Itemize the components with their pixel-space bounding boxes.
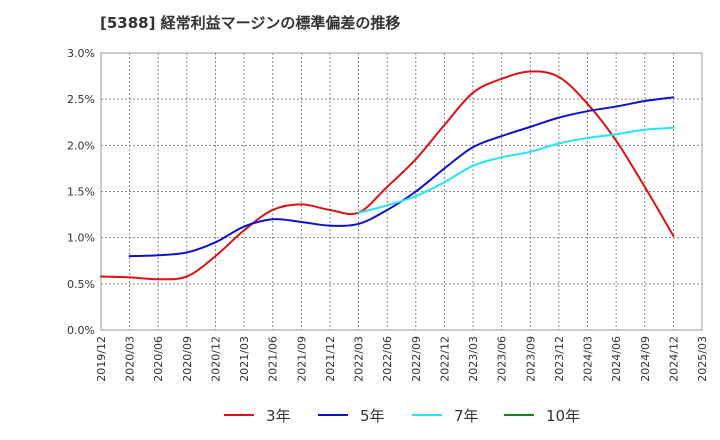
x-tick-label: 2023/12 bbox=[553, 336, 566, 382]
legend-swatch-7y bbox=[412, 414, 442, 416]
x-tick-label: 2021/12 bbox=[324, 336, 337, 382]
x-tick-label: 2021/03 bbox=[238, 336, 251, 382]
x-tick-label: 2020/09 bbox=[181, 336, 194, 382]
y-tick-label: 2.0% bbox=[67, 139, 95, 152]
legend-item-7y: 7年 bbox=[412, 403, 479, 427]
legend-label-3y: 3年 bbox=[266, 406, 291, 425]
grid bbox=[101, 53, 702, 330]
x-tick-label: 2022/06 bbox=[381, 336, 394, 382]
line-chart: 0.0% 0.5% 1.0% 1.5% 2.0% 2.5% 3.0% 2019/12 2020… bbox=[67, 47, 709, 382]
chart-title: [5388] 経常利益マージンの標準偏差の推移 bbox=[100, 14, 401, 32]
x-tick-label: 2025/03 bbox=[696, 336, 709, 382]
x-tick-label: 2022/09 bbox=[410, 336, 423, 382]
legend-item-3y: 3年 bbox=[224, 403, 291, 427]
x-axis-ticks: 2019/12 2020/03 2020/06 2020/09 2020/12 2021/… bbox=[95, 336, 709, 382]
x-tick-label: 2021/09 bbox=[295, 336, 308, 382]
x-tick-label: 2024/09 bbox=[639, 336, 652, 382]
x-tick-label: 2024/06 bbox=[610, 336, 623, 382]
y-tick-label: 1.5% bbox=[67, 186, 95, 199]
y-axis-ticks: 0.0% 0.5% 1.0% 1.5% 2.0% 2.5% 3.0% bbox=[67, 47, 95, 337]
legend-label-5y: 5年 bbox=[360, 406, 385, 425]
x-tick-label: 2023/06 bbox=[496, 336, 509, 382]
y-tick-label: 3.0% bbox=[67, 47, 95, 60]
x-tick-label: 2024/03 bbox=[582, 336, 595, 382]
y-tick-label: 0.0% bbox=[67, 324, 95, 337]
y-tick-label: 0.5% bbox=[67, 278, 95, 291]
legend-swatch-10y bbox=[504, 414, 534, 416]
legend-item-10y: 10年 bbox=[504, 403, 580, 427]
series-line-2 bbox=[357, 126, 675, 214]
legend: 3年 5年 7年 10年 bbox=[0, 403, 720, 427]
x-tick-label: 2020/12 bbox=[209, 336, 222, 382]
plot-area bbox=[100, 52, 703, 331]
x-tick-label: 2022/12 bbox=[438, 336, 451, 382]
legend-label-10y: 10年 bbox=[546, 406, 581, 425]
x-tick-label: 2022/03 bbox=[353, 336, 366, 382]
legend-swatch-5y bbox=[318, 414, 348, 416]
x-tick-label: 2020/03 bbox=[124, 336, 137, 382]
y-tick-label: 2.5% bbox=[67, 93, 95, 106]
x-tick-label: 2023/03 bbox=[467, 336, 480, 382]
x-tick-label: 2019/12 bbox=[95, 336, 108, 382]
series-line-1 bbox=[128, 96, 675, 258]
x-tick-label: 2024/12 bbox=[667, 336, 680, 382]
legend-label-7y: 7年 bbox=[454, 406, 479, 425]
x-tick-label: 2021/06 bbox=[267, 336, 280, 382]
x-tick-label: 2020/06 bbox=[152, 336, 165, 382]
legend-swatch-3y bbox=[224, 414, 254, 416]
series bbox=[100, 70, 675, 281]
legend-item-5y: 5年 bbox=[318, 403, 385, 427]
x-tick-label: 2023/09 bbox=[524, 336, 537, 382]
y-tick-label: 1.0% bbox=[67, 232, 95, 245]
